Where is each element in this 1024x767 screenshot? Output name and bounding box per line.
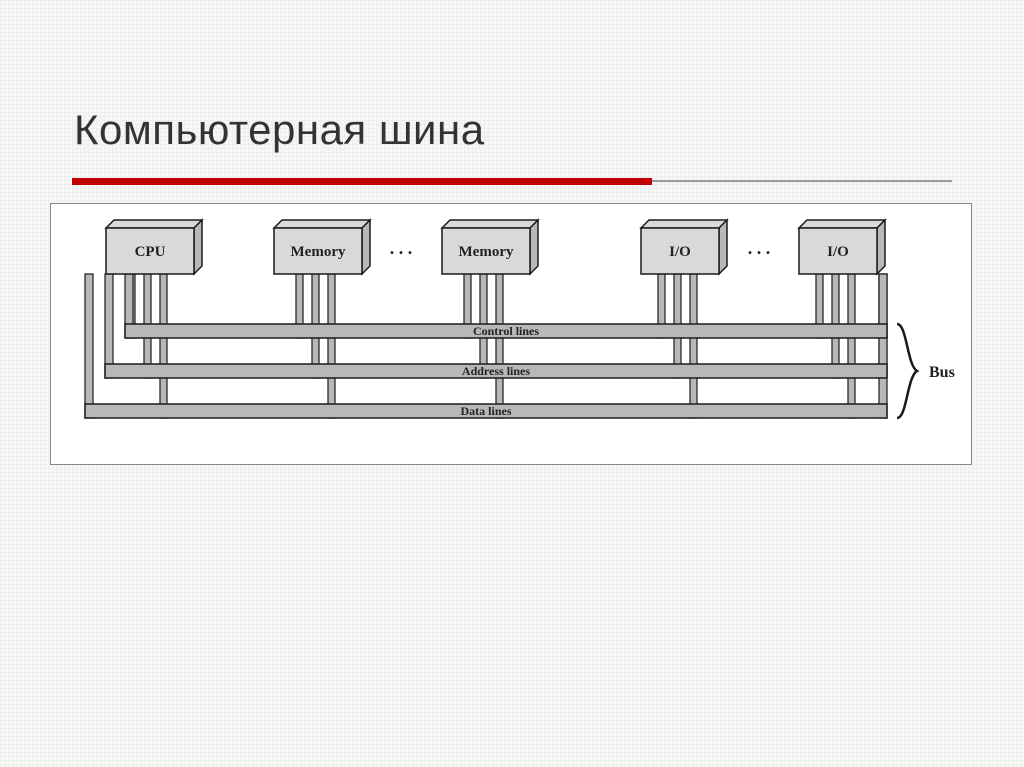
title-underline	[72, 172, 952, 190]
bus-diagram-container: Control lines Address lines Data lines CPU M…	[50, 203, 972, 465]
underline-thin	[652, 180, 952, 182]
connector	[848, 274, 855, 418]
bus-brace-label: Bus	[929, 364, 955, 381]
component-label: CPU	[135, 244, 166, 260]
connector	[496, 274, 503, 418]
slide-title: Компьютерная шина	[74, 106, 485, 153]
connector	[160, 274, 167, 418]
bus-label: Address lines	[462, 364, 530, 378]
ellipsis: . . .	[390, 238, 413, 258]
component-label: Memory	[291, 244, 346, 260]
underline-red	[72, 178, 652, 185]
bus-label: Data lines	[461, 404, 512, 418]
ellipsis: . . .	[748, 238, 771, 258]
slide-page: Компьютерная шина Control lines Address l…	[0, 0, 1024, 767]
connector	[690, 274, 697, 418]
component-label: I/O	[669, 244, 691, 260]
connector	[328, 274, 335, 418]
bus-diagram: Control lines Address lines Data lines CPU M…	[51, 204, 971, 464]
component-label: Memory	[459, 244, 514, 260]
component-label: I/O	[827, 244, 849, 260]
title-block: Компьютерная шина	[74, 106, 485, 154]
bus-label: Control lines	[473, 324, 539, 338]
